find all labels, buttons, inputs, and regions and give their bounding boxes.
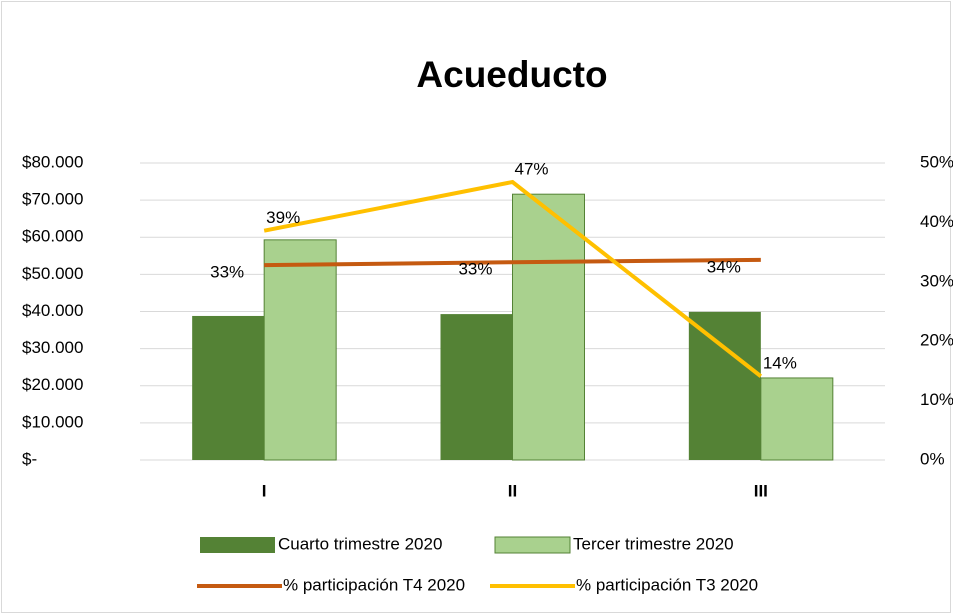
y-tick-label: $60.000 [22,227,83,246]
y2-tick-label: 0% [920,449,945,468]
y2-tick-label: 30% [920,271,953,290]
y2-tick-label: 40% [920,212,953,231]
chart-title: Acueducto [416,54,607,95]
y-tick-label: $30.000 [22,338,83,357]
x-tick-label: II [508,481,517,500]
x-tick-label: I [262,481,267,500]
x-tick-label: III [754,481,768,500]
data-label: 33% [458,260,492,279]
y-tick-label: $70.000 [22,190,83,209]
bar [688,311,761,460]
y-tick-label: $20.000 [22,375,83,394]
y-tick-label: $40.000 [22,301,83,320]
line-series [263,179,763,378]
bar [440,314,513,460]
legend-label: Cuarto trimestre 2020 [278,534,442,553]
y2-tick-label: 20% [920,331,953,350]
y-tick-label: $50.000 [22,264,83,283]
line-series [264,257,761,268]
data-label: 34% [707,257,741,276]
y-tick-label: $80.000 [22,152,83,171]
bar [760,377,834,461]
legend-label: Tercer trimestre 2020 [573,534,734,553]
y2-tick-label: 50% [920,152,953,171]
bar [263,239,337,461]
bar [512,193,585,461]
y-tick-label: $10.000 [22,412,83,431]
data-label: 33% [210,263,244,282]
legend-swatch [200,537,275,553]
legend-swatch [494,536,571,554]
y-tick-label: $- [22,449,37,468]
y2-tick-label: 10% [920,390,953,409]
data-label: 47% [515,159,549,178]
legend-label: % participación T4 2020 [283,575,465,594]
data-label: 14% [763,354,797,373]
bar [192,315,265,460]
legend-label: % participación T3 2020 [576,575,758,594]
data-label: 39% [266,208,300,227]
